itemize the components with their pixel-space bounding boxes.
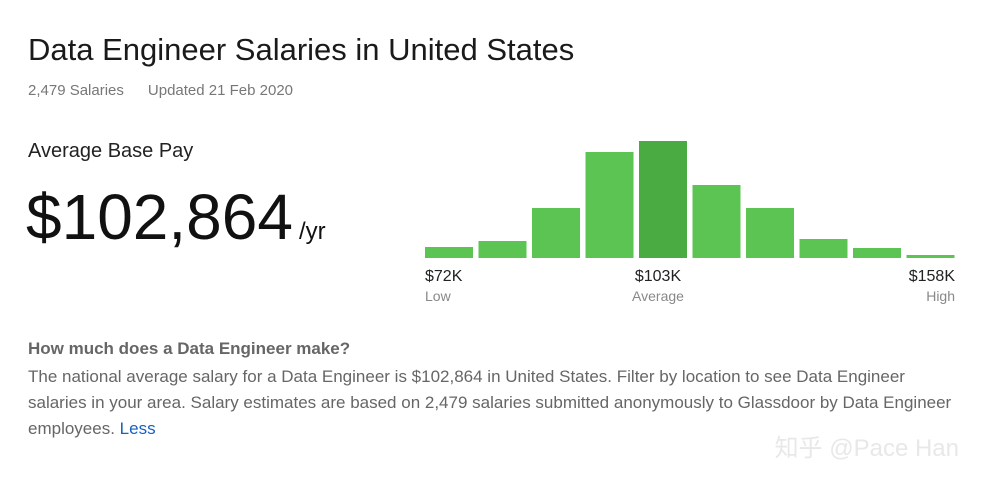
- unit: /yr: [298, 218, 326, 245]
- meta: 2,479 Salaries Updated 21 Feb 2020: [28, 82, 293, 99]
- salary-count: 2,479 Salaries: [28, 82, 124, 99]
- less-link[interactable]: Less: [119, 419, 156, 438]
- bar: [906, 255, 955, 258]
- marker-label: Average: [632, 288, 684, 304]
- pay-label: Average Base Pay: [28, 140, 194, 162]
- amount: $102,864: [26, 181, 293, 253]
- pay-amount: $102,864/yr: [26, 180, 326, 254]
- marker-label: Low: [425, 288, 451, 304]
- marker-value: $103K: [634, 268, 682, 285]
- marker-value: $72K: [425, 268, 463, 285]
- title: Data Engineer Salaries in United States: [28, 32, 575, 67]
- bar: [478, 241, 527, 258]
- histogram: [425, 141, 955, 258]
- bar: [853, 248, 901, 258]
- description-text: The national average salary for a Data E…: [28, 367, 952, 438]
- range-marker: $72K Low: [425, 268, 462, 304]
- range-marker: $158K High: [909, 268, 955, 304]
- bar: [799, 239, 848, 258]
- marker-label: High: [926, 288, 955, 304]
- updated: Updated 21 Feb 2020: [147, 82, 294, 99]
- bar: [692, 185, 741, 258]
- bar: [585, 152, 634, 258]
- bar: [746, 208, 794, 258]
- range-marker: $103K Average: [632, 268, 684, 304]
- bar: [425, 247, 473, 258]
- watermark: 知乎 @Pace Han: [774, 435, 959, 462]
- question: How much does a Data Engineer make?: [28, 339, 351, 358]
- marker-value: $158K: [908, 268, 955, 285]
- bar: [532, 208, 580, 258]
- description: The national average salary for a Data E…: [28, 364, 963, 442]
- bar: [639, 141, 687, 258]
